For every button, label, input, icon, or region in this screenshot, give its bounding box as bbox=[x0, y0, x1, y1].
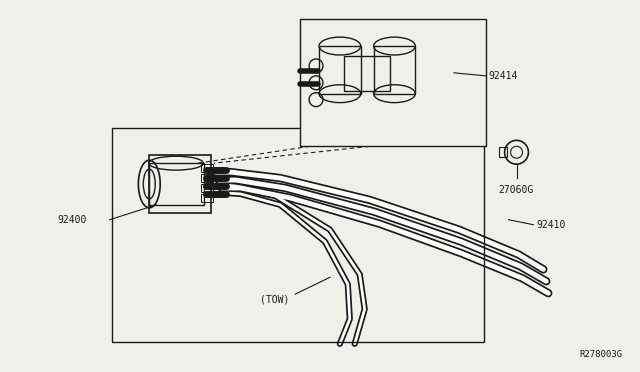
Bar bbox=[201, 184, 213, 192]
Bar bbox=[344, 56, 390, 91]
Bar bbox=[374, 46, 415, 94]
Bar bbox=[111, 128, 484, 342]
Bar bbox=[149, 155, 211, 213]
Text: 92414: 92414 bbox=[489, 71, 518, 81]
Text: 92400: 92400 bbox=[57, 215, 86, 225]
Bar bbox=[300, 19, 486, 146]
Bar bbox=[149, 163, 204, 205]
Bar bbox=[499, 147, 507, 157]
Text: 92410: 92410 bbox=[536, 220, 566, 230]
Text: R278003G: R278003G bbox=[580, 350, 623, 359]
Text: (TOW): (TOW) bbox=[260, 294, 290, 304]
Text: 27060G: 27060G bbox=[499, 185, 534, 195]
Bar bbox=[201, 194, 213, 202]
Bar bbox=[201, 164, 213, 172]
Bar bbox=[319, 46, 361, 94]
Bar bbox=[201, 174, 213, 182]
